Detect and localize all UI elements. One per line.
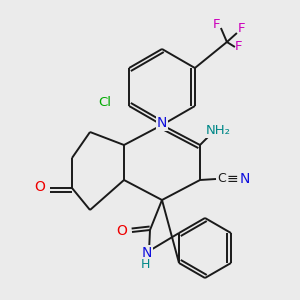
Text: H: H (140, 259, 150, 272)
Text: N: N (240, 172, 250, 186)
Text: F: F (238, 22, 246, 35)
Text: ≡: ≡ (226, 172, 238, 186)
Text: Cl: Cl (99, 95, 112, 109)
Text: F: F (213, 17, 221, 31)
Text: N: N (142, 246, 152, 260)
Text: C: C (218, 172, 226, 185)
Text: N: N (157, 116, 167, 130)
Text: O: O (117, 224, 128, 238)
Text: F: F (235, 40, 243, 53)
Text: NH₂: NH₂ (206, 124, 230, 137)
Text: O: O (34, 180, 45, 194)
